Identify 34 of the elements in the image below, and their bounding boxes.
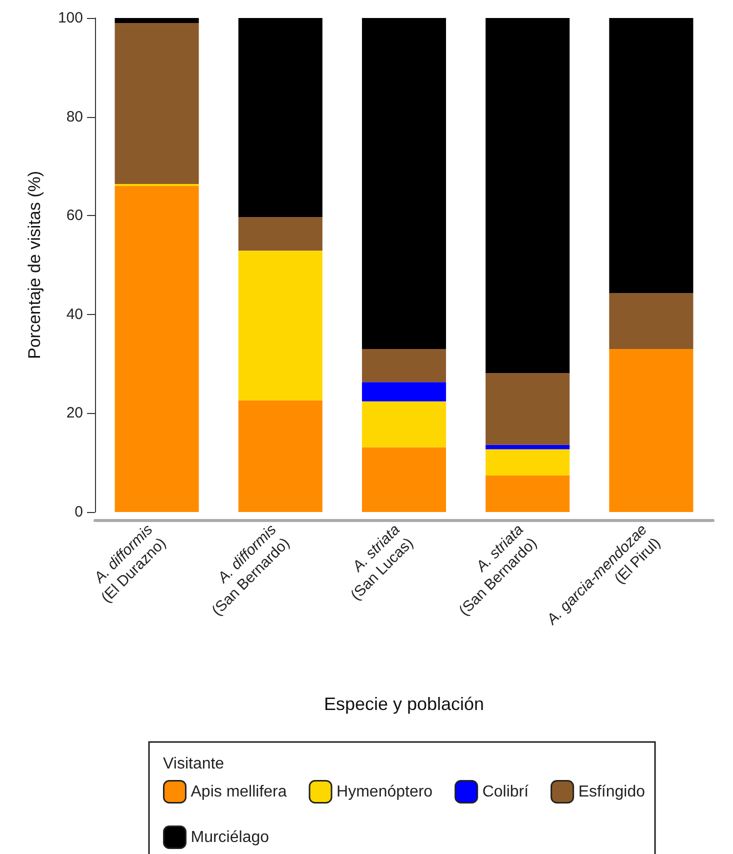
legend-label: Apis mellifera [190,783,287,800]
bar [238,400,322,512]
bar [114,186,199,512]
legend-label: Murciélago [190,828,270,846]
y-tick-label: 80 [66,108,83,126]
bar [486,373,570,445]
bar [362,447,446,512]
bar [486,475,570,512]
y-tick-label: 60 [66,207,83,224]
y-tick-label: 40 [66,306,83,323]
bar [238,18,322,218]
y-axis-title: Porcentaje de visitas (%) [25,170,44,360]
legend-label: Hymenóptero [336,783,433,800]
y-tick-label: 0 [74,504,83,520]
bar [114,22,199,184]
legend-label: Esfíngido [578,783,646,800]
bar [609,293,694,349]
legend-label: Colibrí [482,783,530,800]
legend-title: Visitante [163,756,224,772]
y-tick-label: 20 [66,404,83,422]
bar [486,18,570,374]
bar [362,382,446,402]
bar [114,18,199,23]
bar [362,348,446,382]
bar [486,449,570,476]
bar [486,444,570,450]
bar [362,401,446,448]
bar [238,217,322,251]
bar [609,18,694,294]
y-tick-label: 100 [58,10,83,26]
bar [238,250,322,400]
x-axis-title: Especie y población [324,694,484,714]
bar [609,348,694,512]
bar [362,18,446,349]
